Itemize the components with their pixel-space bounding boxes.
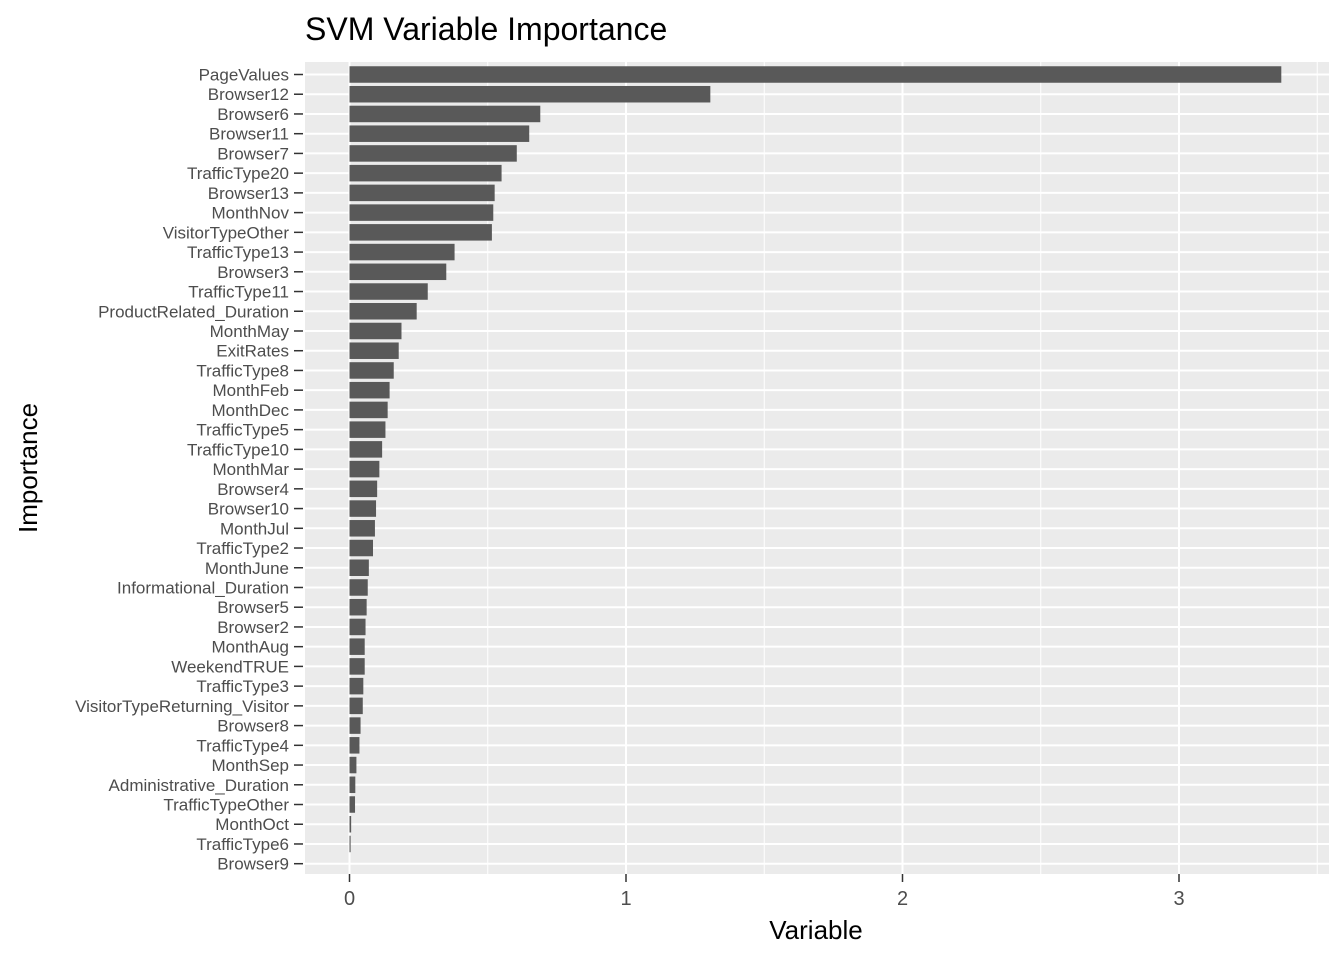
bar: [349, 658, 365, 675]
category-label: MonthMar: [212, 460, 289, 479]
x-axis-ticks: 0 1 2 3: [344, 874, 1185, 910]
category-label: TrafficType6: [196, 835, 289, 854]
x-tick-label: 2: [897, 888, 908, 910]
category-label: Browser11: [209, 125, 289, 144]
category-label: VisitorTypeOther: [163, 223, 290, 242]
bar: [349, 776, 356, 794]
category-label: Browser4: [217, 480, 289, 499]
bar: [349, 598, 367, 616]
category-label: ExitRates: [216, 342, 289, 361]
bar: [349, 441, 383, 458]
bar: [349, 362, 394, 379]
category-label: MonthJul: [220, 519, 289, 538]
category-label: Browser7: [217, 144, 289, 163]
bar: [349, 322, 402, 340]
category-label: MonthNov: [212, 204, 290, 223]
bar: [349, 381, 390, 399]
bar: [349, 66, 1282, 83]
bar: [349, 835, 351, 853]
category-label: TrafficType8: [196, 361, 289, 380]
category-label: Browser8: [217, 717, 289, 736]
x-axis-title: Variable: [769, 915, 862, 945]
y-axis-title: Importance: [13, 403, 43, 533]
category-label: TrafficType10: [187, 440, 289, 459]
category-label: Browser5: [217, 598, 289, 617]
category-label: MonthFeb: [212, 381, 289, 400]
category-label: VisitorTypeReturning_Visitor: [75, 697, 289, 716]
bar: [349, 697, 363, 715]
bar: [349, 638, 365, 655]
bar: [349, 579, 368, 596]
category-label: Browser10: [208, 500, 289, 519]
category-label: TrafficType11: [188, 283, 289, 302]
bar: [349, 303, 417, 320]
bar: [349, 559, 369, 576]
bar: [349, 796, 356, 813]
category-label: Administrative_Duration: [109, 776, 289, 795]
bar: [349, 401, 388, 419]
category-label: MonthJune: [205, 559, 289, 578]
category-label: TrafficType5: [196, 421, 289, 440]
chart-title: SVM Variable Importance: [305, 11, 667, 47]
bar: [349, 677, 364, 695]
category-label: Browser13: [208, 184, 289, 203]
category-label: MonthSep: [212, 756, 290, 775]
bar: [349, 618, 366, 636]
bar: [349, 243, 455, 261]
bar: [349, 342, 399, 359]
bar: [349, 717, 361, 734]
x-tick-label: 1: [620, 888, 631, 910]
bar: [349, 520, 375, 537]
bar: [349, 539, 374, 557]
category-label: MonthAug: [212, 638, 290, 657]
category-label: TrafficType13: [187, 243, 289, 262]
x-tick-label: 3: [1173, 888, 1184, 910]
bar: [349, 125, 530, 142]
category-label: TrafficType20: [187, 164, 289, 183]
bar: [349, 480, 378, 498]
category-label: Browser3: [217, 263, 289, 282]
category-label: MonthMay: [210, 322, 290, 341]
plot-panel: [305, 62, 1329, 874]
category-label: MonthDec: [212, 401, 290, 420]
category-label: Browser9: [217, 855, 289, 874]
category-labels: PageValuesBrowser12Browser6Browser11Brow…: [75, 66, 303, 874]
bar: [349, 204, 494, 221]
category-label: TrafficTypeOther: [163, 796, 289, 815]
bar: [349, 460, 380, 478]
bar: [349, 85, 711, 103]
category-label: Browser12: [208, 85, 289, 104]
category-label: ProductRelated_Duration: [98, 302, 289, 321]
category-label: Informational_Duration: [117, 578, 289, 597]
bar: [349, 184, 495, 202]
bar: [349, 283, 428, 300]
bar: [349, 263, 447, 281]
bars: [349, 66, 1282, 853]
bar: [349, 756, 357, 774]
category-label: WeekendTRUE: [171, 657, 289, 676]
category-label: TrafficType2: [196, 539, 289, 558]
bar: [349, 421, 386, 438]
category-label: MonthOct: [215, 815, 289, 834]
category-label: Browser2: [217, 618, 289, 637]
bar: [349, 500, 377, 517]
bar: [349, 145, 517, 162]
category-label: Browser6: [217, 105, 289, 124]
x-tick-label: 0: [344, 888, 355, 910]
bar: [349, 224, 492, 241]
bar: [349, 815, 352, 833]
bar: [349, 737, 360, 754]
category-label: TrafficType3: [196, 677, 289, 696]
category-label: PageValues: [199, 66, 289, 85]
bar: [349, 105, 541, 123]
category-label: TrafficType4: [196, 736, 289, 755]
bar: [349, 164, 502, 182]
